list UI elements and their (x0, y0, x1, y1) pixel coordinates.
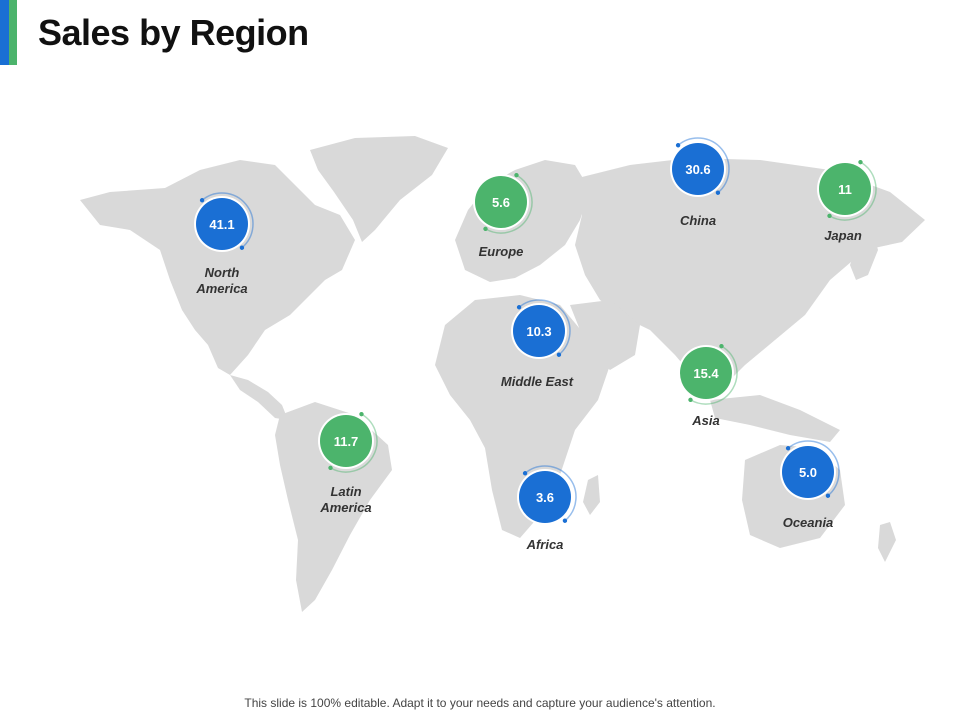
central-america-landmass (230, 375, 288, 420)
marker-ring (199, 192, 254, 250)
marker-ring (827, 159, 877, 221)
marker-ring (675, 137, 730, 195)
region-label-africa: Africa (526, 537, 564, 552)
arabia-landmass (570, 300, 640, 370)
marker-ring (785, 440, 840, 498)
region-label-europe: Europe (478, 244, 524, 259)
region-label-japan: Japan (824, 228, 862, 243)
africa-landmass (435, 295, 610, 538)
region-value-bubble: 41.1 (196, 198, 248, 250)
title-accent-bar (0, 0, 17, 65)
region-label-middle-east: Middle East (500, 374, 574, 389)
marker-ring (516, 299, 571, 357)
region-label-oceania: Oceania (782, 515, 834, 530)
marker-ring (688, 343, 738, 405)
region-label-latin-america: Latin America (320, 484, 372, 515)
region-value-bubble: 5.6 (475, 176, 527, 228)
region-value-bubble: 30.6 (672, 143, 724, 195)
region-label-china: China (679, 213, 717, 228)
region-value-bubble: 15.4 (680, 347, 732, 399)
new-zealand-landmass (878, 522, 896, 562)
japan-landmass (850, 228, 878, 280)
madagascar-landmass (583, 475, 600, 515)
region-value-bubble: 11.7 (320, 415, 372, 467)
marker-ring (483, 172, 533, 234)
region-label-north-america: North America (196, 265, 248, 296)
greenland-landmass (310, 136, 448, 242)
region-value-bubble: 3.6 (519, 471, 571, 523)
marker-ring (522, 465, 577, 523)
world-map (80, 136, 925, 612)
region-value-bubble: 5.0 (782, 446, 834, 498)
region-value-bubble: 10.3 (513, 305, 565, 357)
region-label-asia: Asia (692, 413, 720, 428)
page-title: Sales by Region (38, 12, 309, 53)
marker-ring (328, 411, 378, 473)
footer-note: This slide is 100% editable. Adapt it to… (244, 696, 716, 710)
southeast-asia-islands (710, 395, 840, 442)
region-value-bubble: 11 (819, 163, 871, 215)
asia-landmass (570, 158, 925, 390)
north-america-landmass (80, 160, 355, 375)
